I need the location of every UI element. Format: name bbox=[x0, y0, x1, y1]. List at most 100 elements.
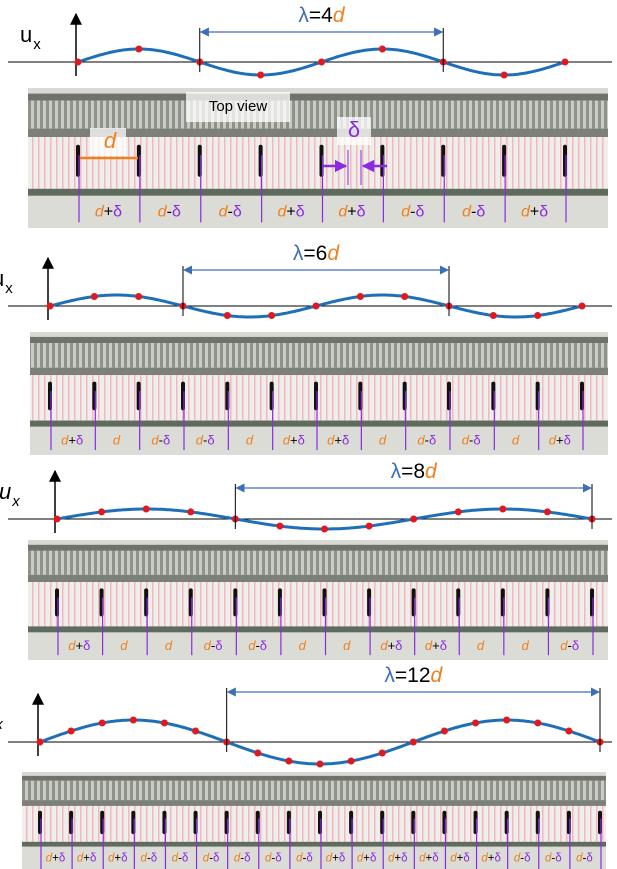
photo-top-rail bbox=[22, 775, 606, 781]
displacement-dot bbox=[321, 525, 328, 533]
gap-label-part: δ bbox=[182, 852, 188, 864]
displacement-dot bbox=[503, 716, 511, 724]
wavelength-symbol: λ bbox=[298, 4, 309, 27]
displacement-dot bbox=[98, 508, 106, 516]
displacement-dot bbox=[187, 508, 195, 516]
photo-comb bbox=[28, 100, 608, 129]
gap-label-part: d bbox=[417, 433, 425, 448]
gap-label-part: δ bbox=[76, 433, 83, 448]
displacement-dot bbox=[312, 302, 320, 310]
photo-top-rail bbox=[28, 544, 608, 551]
axis-label: ux bbox=[20, 22, 41, 53]
gap-label: d+δ bbox=[338, 204, 365, 221]
gap-label-part: δ bbox=[357, 204, 366, 221]
gap-label: d+δ bbox=[327, 433, 349, 448]
gap-label: d-δ bbox=[234, 852, 251, 864]
displacement-dot bbox=[135, 45, 143, 53]
gap-label: d+δ bbox=[450, 852, 470, 864]
gap-label-part: + bbox=[75, 638, 83, 653]
gap-label: d+δ bbox=[95, 204, 122, 221]
displacement-dot bbox=[98, 719, 106, 727]
displacement-dot bbox=[378, 45, 386, 53]
gap-label-part: + bbox=[457, 852, 464, 864]
delta-box bbox=[337, 117, 371, 145]
gap-label-part: δ bbox=[207, 433, 214, 448]
gap-label-part: - bbox=[520, 852, 524, 864]
gap-label: d+δ bbox=[46, 852, 66, 864]
gap-label: d-δ bbox=[203, 852, 220, 864]
gap-label-part: δ bbox=[564, 433, 571, 448]
gap-label: d+δ bbox=[326, 852, 346, 864]
gap-label: d bbox=[299, 638, 307, 653]
gap-label-part: δ bbox=[476, 204, 485, 221]
gap-label-part: δ bbox=[113, 204, 122, 221]
gap-label: d-δ bbox=[219, 204, 242, 221]
gap-label-part: d bbox=[545, 852, 552, 864]
photo-bottom-rail bbox=[28, 188, 608, 196]
photo-top-rail bbox=[30, 336, 608, 344]
gap-label-part: d bbox=[95, 204, 105, 221]
gap-label: d+δ bbox=[283, 433, 305, 448]
displacement-dot bbox=[578, 302, 586, 310]
gap-label-part: d bbox=[265, 852, 272, 864]
photo-rail bbox=[28, 128, 608, 137]
displacement-dot bbox=[472, 719, 480, 727]
gap-label-part: d bbox=[481, 852, 488, 864]
wavelength-label: λ=6d bbox=[293, 242, 340, 265]
gap-label-part: d bbox=[462, 204, 472, 221]
gap-label-part: δ bbox=[298, 433, 305, 448]
delta-label: δ bbox=[348, 117, 360, 142]
gap-label-part: + bbox=[388, 638, 396, 653]
displacement-dot bbox=[534, 719, 542, 727]
displacement-dot bbox=[135, 292, 143, 300]
gap-label: d+δ bbox=[108, 852, 128, 864]
gap-label: d-δ bbox=[560, 638, 579, 653]
gap-label-part: δ bbox=[244, 852, 250, 864]
gap-label: d bbox=[165, 638, 173, 653]
displacement-dot bbox=[142, 505, 150, 513]
gap-label-part: δ bbox=[172, 204, 181, 221]
gap-label-part: d bbox=[549, 433, 557, 448]
annotations: Top view d δ bbox=[80, 92, 387, 185]
displacement-dot bbox=[316, 760, 324, 768]
gap-label-part: d bbox=[248, 638, 256, 653]
displacement-dot bbox=[285, 757, 293, 765]
gap-label-part: d bbox=[219, 204, 229, 221]
gap-label-part: d bbox=[61, 433, 69, 448]
gap-label-part: δ bbox=[90, 852, 96, 864]
gap-label: d bbox=[113, 433, 121, 448]
axis-label-sub: x bbox=[0, 716, 3, 733]
gap-label: d+δ bbox=[77, 852, 97, 864]
gap-label-part: - bbox=[211, 638, 215, 653]
gap-label: d-δ bbox=[158, 204, 181, 221]
gap-label-part: d bbox=[401, 204, 411, 221]
displacement-dot bbox=[74, 58, 82, 66]
displacement-dot bbox=[160, 719, 168, 727]
gap-label: d-δ bbox=[514, 852, 531, 864]
displacement-dot bbox=[36, 738, 44, 746]
gap-label-part: d bbox=[419, 852, 426, 864]
displacement-dot bbox=[561, 58, 569, 66]
gap-label-part: δ bbox=[401, 852, 407, 864]
displacement-dot bbox=[500, 71, 508, 79]
gap-label-part: d bbox=[477, 638, 485, 653]
gap-label-part: δ bbox=[494, 852, 500, 864]
gap-label: d bbox=[120, 638, 128, 653]
displacement-dot bbox=[254, 749, 262, 757]
photo-rail bbox=[30, 367, 608, 376]
gap-label-part: δ bbox=[306, 852, 312, 864]
gap-label-part: + bbox=[83, 852, 90, 864]
gap-label: d-δ bbox=[248, 638, 267, 653]
gap-label-part: - bbox=[147, 852, 151, 864]
gap-label-part: + bbox=[530, 204, 539, 221]
photo-bottom bbox=[30, 426, 608, 455]
gap-label-part: d bbox=[576, 852, 583, 864]
gap-label: d bbox=[343, 638, 351, 653]
gap-label: d-δ bbox=[265, 852, 282, 864]
gap-label-part: δ bbox=[296, 204, 305, 221]
gap-label-part: - bbox=[209, 852, 213, 864]
photo-bottom bbox=[28, 632, 608, 660]
photo-rail bbox=[22, 800, 606, 806]
wavelength-multiplier: =4 bbox=[309, 4, 333, 27]
